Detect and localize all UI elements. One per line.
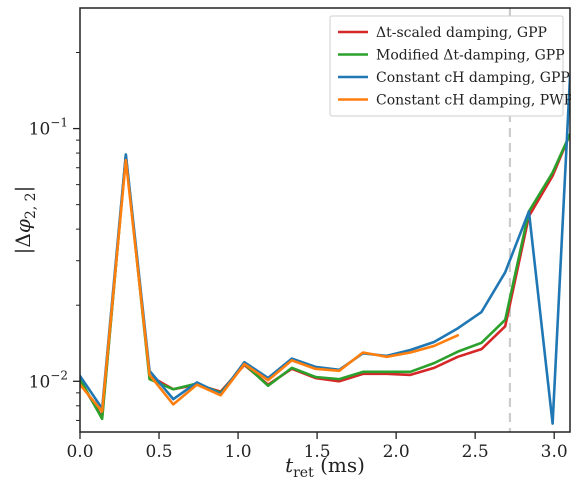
x-tick-label: 3.0 [541,442,568,462]
series-layer [80,75,570,425]
x-tick-label: 0.0 [66,442,93,462]
y-tick-label: 10−1 [29,116,68,140]
legend-entry-1: Modified Δt-damping, GPP [376,48,565,64]
x-tick-label: 2.5 [462,442,489,462]
y-tick-label: 10−2 [29,368,68,392]
x-tick-label: 0.5 [146,442,173,462]
y-axis-label: |Δφ2, 2| [11,186,39,255]
legend-entry-2: Constant cH damping, GPP [376,70,570,86]
x-tick-label: 1.5 [304,442,331,462]
legend-entry-3: Constant cH damping, PWP [376,93,571,109]
legend-box [329,15,564,117]
series-line-2 [80,75,570,425]
x-axis-label: tret (ms) [285,453,365,481]
plot-frame [79,7,571,433]
legend: Δt-scaled damping, GPP Modified Δt-dampin… [329,15,571,117]
series-line-0 [80,132,570,419]
label-layer: tret (ms) |Δφ2, 2| [11,186,365,481]
tick-layer: 0.0 0.5 1.0 1.5 2.0 2.5 3.0 10−2 10−1 [29,7,571,462]
x-tick-label: 1.0 [225,442,252,462]
series-line-3 [80,158,460,413]
x-tick-label: 2.0 [383,442,410,462]
legend-entry-0: Δt-scaled damping, GPP [376,25,547,41]
